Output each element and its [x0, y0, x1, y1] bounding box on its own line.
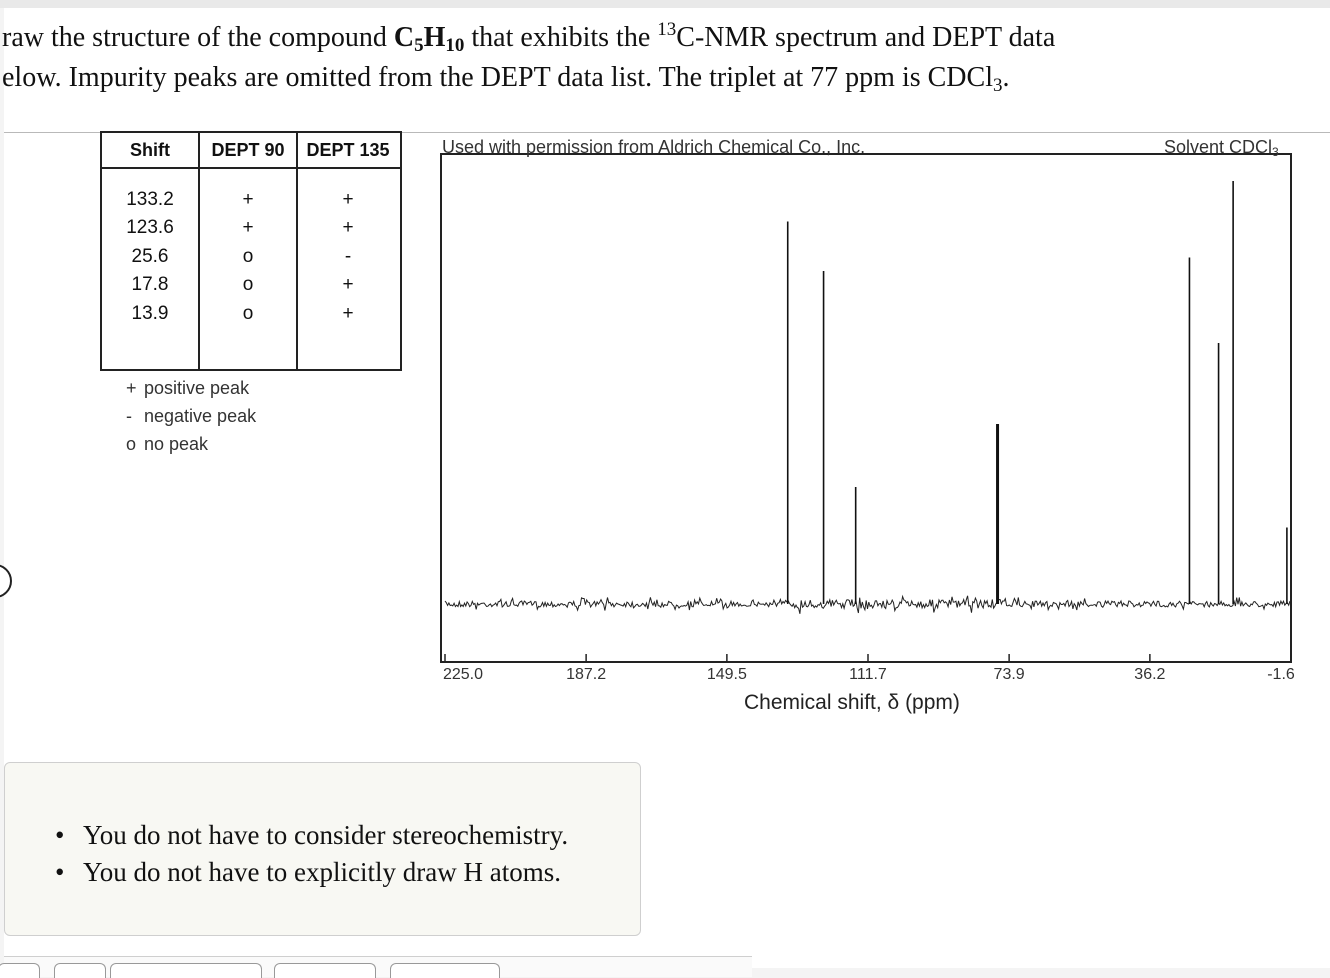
tool-button[interactable]: [0, 963, 40, 978]
hint-item: You do not have to consider stereochemis…: [55, 817, 568, 854]
table-header-divider: [102, 167, 400, 169]
table-divider: [198, 133, 200, 369]
dept90-cell: o: [242, 274, 254, 295]
header-dept90: DEPT 90: [211, 140, 285, 160]
dept90-cell: +: [242, 217, 254, 238]
dept135-cell: +: [342, 189, 354, 210]
x-tick-label: 36.2: [1134, 666, 1166, 683]
question-line-1: raw the structure of the compound C5H10 …: [2, 19, 1056, 56]
dept90-cell: o: [242, 246, 254, 267]
table-divider: [296, 133, 298, 369]
baseline-trace: [444, 594, 1291, 614]
x-axis-label: Chemical shift, δ (ppm): [744, 691, 960, 714]
nmr-spectrum-chart: [440, 153, 1292, 663]
x-tick-label: -1.6: [1267, 666, 1295, 683]
hint-box: You do not have to consider stereochemis…: [4, 762, 641, 936]
dept-table: Shift DEPT 90 DEPT 135 133.2 + + 123.6 +…: [100, 131, 402, 371]
drawing-toolbar: [0, 956, 752, 978]
dept-legend: + positive peak - negative peak o no peak: [126, 374, 256, 458]
tool-button[interactable]: [54, 963, 106, 978]
tool-button[interactable]: [390, 963, 500, 978]
shift-cell: 13.9: [131, 303, 169, 324]
legend-item: + positive peak: [126, 378, 250, 398]
dept135-cell: +: [342, 217, 354, 238]
legend-item: o no peak: [126, 434, 209, 454]
question-panel: raw the structure of the compound C5H10 …: [0, 8, 1330, 978]
x-tick-label: 73.9: [993, 666, 1025, 683]
shift-cell: 123.6: [126, 217, 174, 238]
x-tick-label: 225.0: [442, 666, 484, 683]
dept135-cell: -: [344, 246, 352, 267]
divider: [4, 132, 1330, 133]
x-tick-label: 149.5: [706, 666, 747, 683]
top-bar: [0, 0, 1330, 8]
x-ticks: [444, 654, 1292, 662]
x-tick-label: 187.2: [566, 666, 607, 683]
dept135-cell: +: [342, 274, 354, 295]
shift-cell: 25.6: [131, 246, 169, 267]
x-tick-label: 111.7: [849, 666, 887, 683]
header-shift: Shift: [130, 140, 170, 160]
dept135-cell: +: [342, 303, 354, 324]
dept90-cell: o: [242, 303, 254, 324]
hint-item: You do not have to explicitly draw H ato…: [55, 854, 568, 891]
dept90-cell: +: [242, 189, 254, 210]
hint-list: You do not have to consider stereochemis…: [55, 817, 568, 891]
header-dept135: DEPT 135: [306, 140, 390, 160]
question-line-2: elow. Impurity peaks are omitted from th…: [2, 62, 1010, 96]
tool-button[interactable]: [110, 963, 262, 978]
shift-cell: 133.2: [126, 189, 174, 210]
credit-text: Used with permission from Aldrich Chemic…: [442, 137, 866, 157]
shift-cell: 17.8: [131, 274, 169, 295]
solvent-label: Solvent CDCl3: [1164, 137, 1279, 159]
plot-frame: [440, 153, 1292, 663]
peaks: [786, 181, 1288, 604]
legend-item: - negative peak: [126, 406, 257, 426]
tool-button[interactable]: [274, 963, 376, 978]
baseline-noise: [444, 594, 1291, 614]
